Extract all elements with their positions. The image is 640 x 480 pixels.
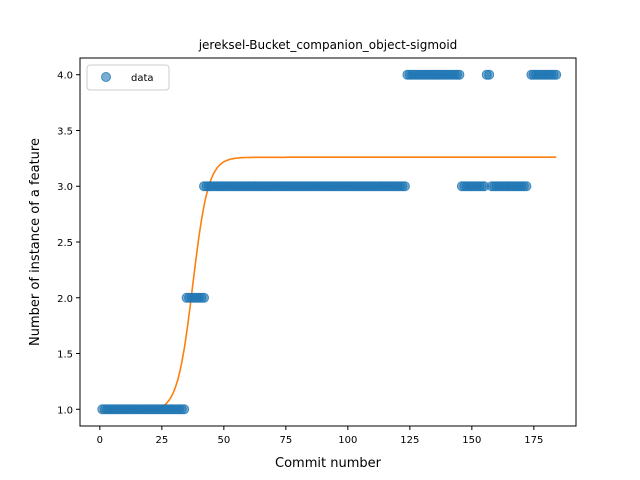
data-point [521,181,532,192]
y-axis-label: Number of instance of a feature [28,138,43,346]
points-layer [97,69,562,415]
x-tick-label: 25 [155,435,168,446]
legend-box [86,64,170,91]
x-tick-label: 50 [217,435,230,446]
legend-label: data [131,73,154,84]
x-ticks: 0 25 50 75 100 125 150 175 [97,426,543,446]
x-tick-label: 75 [279,435,292,446]
x-tick-label: 0 [97,435,103,446]
data-point [399,181,410,192]
y-tick-label: 1.5 [57,350,73,361]
chart-title: jereksel-Bucket_companion_object-sigmoid [198,38,458,52]
legend: data [86,64,170,91]
sigmoid-fit-line [99,156,557,413]
x-tick-label: 125 [400,435,419,446]
data-point [179,404,190,415]
data-point [484,69,495,80]
y-tick-label: 3.5 [57,126,73,137]
x-tick-label: 150 [462,435,481,446]
y-ticks: 1.0 1.5 2.0 2.5 3.0 3.5 4.0 [57,71,80,416]
x-tick-label: 175 [524,435,543,446]
legend-marker [101,72,111,82]
y-tick-label: 4.0 [57,71,73,82]
y-tick-label: 1.0 [57,405,73,416]
fit-layer [99,156,557,413]
data-point [454,69,465,80]
x-tick-label: 100 [338,435,357,446]
y-tick-label: 2.5 [57,238,73,249]
data-point [199,292,209,303]
y-tick-label: 2.0 [57,294,73,305]
data-point [551,69,562,80]
plot-frame [79,57,577,427]
y-tick-label: 3.0 [57,182,73,193]
x-axis-label: Commit number [275,456,382,471]
